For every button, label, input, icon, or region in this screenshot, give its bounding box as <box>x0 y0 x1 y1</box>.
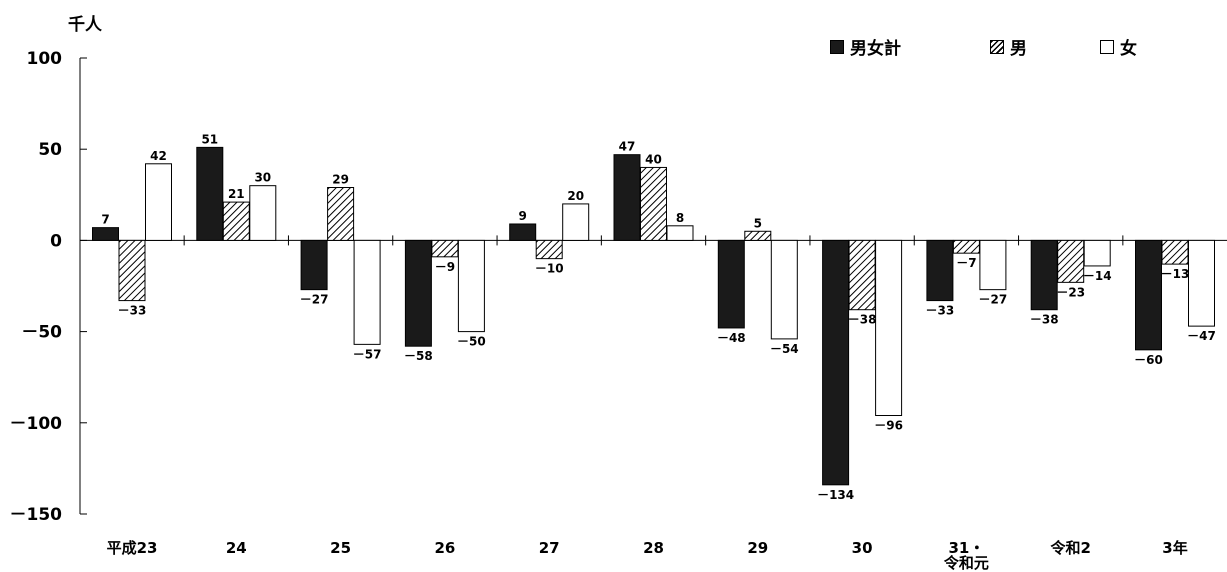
bar-series-1-5 <box>640 166 667 241</box>
bar-series-1-6 <box>744 230 772 241</box>
bar-series-2-1 <box>249 185 277 241</box>
data-label: －13 <box>1161 267 1190 281</box>
bar-series-1-4 <box>535 239 563 260</box>
bar-series-0-6 <box>717 239 745 329</box>
data-label: －50 <box>457 335 486 349</box>
bar-series-0-2 <box>300 239 328 291</box>
x-tick-label: 29 <box>747 539 768 557</box>
data-label: －27 <box>300 293 329 307</box>
data-label: 30 <box>254 171 271 185</box>
x-tick-label: 30 <box>852 539 873 557</box>
bar-series-2-2 <box>353 239 381 345</box>
data-label: －27 <box>979 293 1008 307</box>
data-label: 8 <box>676 211 684 225</box>
bar-series-1-1 <box>222 201 250 241</box>
data-label: －48 <box>717 331 746 345</box>
data-label: 47 <box>619 140 636 154</box>
legend-label-total: 男女計 <box>850 39 901 59</box>
x-tick-label: 平成23 <box>107 539 158 557</box>
data-label: －60 <box>1134 353 1163 367</box>
bar-series-2-10 <box>1188 239 1215 327</box>
bar-series-2-0 <box>145 163 172 241</box>
x-tick-label: 3年 <box>1162 539 1187 557</box>
bar-series-1-2 <box>327 187 355 241</box>
bar-series-2-8 <box>979 239 1007 291</box>
bar-series-2-4 <box>562 203 590 241</box>
data-label: 29 <box>332 173 349 187</box>
legend-label-female: 女 <box>1120 39 1137 59</box>
bar-series-1-10 <box>1161 239 1189 265</box>
bar-series-2-9 <box>1083 239 1111 267</box>
bar-series-0-4 <box>509 223 537 241</box>
y-tick-label: －100 <box>10 414 63 434</box>
data-label: －54 <box>770 342 799 356</box>
x-tick-label: 26 <box>434 539 455 557</box>
x-tick-label: 25 <box>330 539 351 557</box>
legend-item-female: 女 <box>1100 34 1137 59</box>
legend-label-male: 男 <box>1010 39 1027 59</box>
x-tick-label: 24 <box>226 539 247 557</box>
x-tick-label: 31・ <box>948 539 984 557</box>
bar-series-0-1 <box>196 146 224 241</box>
legend-item-total: 男女計 <box>830 34 901 59</box>
data-label: 21 <box>228 187 245 201</box>
data-label: －57 <box>353 347 382 361</box>
data-label: 7 <box>101 213 109 227</box>
data-label: －14 <box>1083 269 1112 283</box>
data-label: －58 <box>404 349 433 363</box>
bar-series-0-5 <box>613 154 641 241</box>
bar-series-1-0 <box>118 239 146 302</box>
bar-series-0-7 <box>822 239 850 486</box>
data-label: －33 <box>926 304 955 318</box>
y-tick-label: 50 <box>38 140 62 160</box>
data-label: －10 <box>535 262 564 276</box>
bar-series-0-0 <box>92 227 119 241</box>
data-label: －47 <box>1187 329 1216 343</box>
y-unit-label: 千人 <box>68 15 102 35</box>
data-label: －33 <box>118 304 147 318</box>
data-label: 5 <box>754 216 762 230</box>
y-tick-label: －150 <box>10 505 63 525</box>
y-tick-label: 0 <box>50 231 62 251</box>
y-tick-label: －50 <box>21 323 62 343</box>
x-tick-label: 28 <box>643 539 664 557</box>
legend-swatch-hatch-icon <box>990 39 1004 54</box>
x-tick-label: 令和2 <box>1050 539 1090 557</box>
bar-series-0-3 <box>404 239 432 347</box>
x-tick-label: 27 <box>539 539 560 557</box>
data-label: －134 <box>817 488 854 502</box>
bar-series-1-8 <box>952 239 980 254</box>
bar-series-2-6 <box>770 239 798 340</box>
bar-series-2-7 <box>875 239 903 417</box>
bar-series-1-3 <box>431 239 459 258</box>
data-label: 42 <box>150 149 167 163</box>
bar-series-0-10 <box>1135 239 1162 351</box>
data-label: －38 <box>848 313 877 327</box>
bar-series-1-7 <box>848 239 876 311</box>
data-label: 20 <box>567 189 584 203</box>
data-label: 40 <box>645 152 662 166</box>
bar-series-2-5 <box>666 225 694 241</box>
data-label: －38 <box>1030 313 1059 327</box>
data-label: 9 <box>519 209 527 223</box>
data-label: 51 <box>201 132 218 146</box>
data-label: －23 <box>1056 285 1085 299</box>
data-label: －96 <box>874 419 903 433</box>
bar-series-0-9 <box>1030 239 1058 311</box>
bar-series-2-3 <box>457 239 485 333</box>
x-tick-label: 令和元 <box>944 554 989 572</box>
bar-series-1-9 <box>1057 239 1085 283</box>
legend-swatch-white-icon <box>1100 39 1114 54</box>
bar-series-0-8 <box>926 239 954 302</box>
data-label: －7 <box>956 256 976 270</box>
legend-swatch-solid-icon <box>830 39 844 54</box>
legend-item-male: 男 <box>990 34 1027 59</box>
data-label: －9 <box>435 260 455 274</box>
y-tick-label: 100 <box>27 49 63 69</box>
